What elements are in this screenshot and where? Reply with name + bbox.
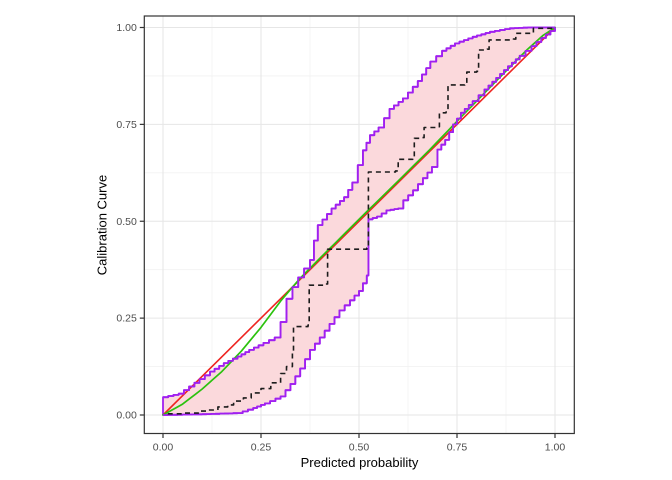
x-tick-label: 0.75 [447, 442, 468, 454]
y-tick-label: 0.25 [116, 313, 137, 325]
x-tick-label: 0.50 [349, 442, 370, 454]
confidence-band-upper-edge [163, 26, 555, 399]
y-tick-label: 0.00 [116, 410, 137, 422]
x-tick-label: 1.00 [545, 442, 566, 454]
y-axis-title: Calibration Curve [94, 174, 110, 276]
x-tick-label: 0.00 [153, 442, 174, 454]
y-tick-label: 0.75 [116, 119, 137, 131]
y-tick-label: 0.50 [116, 216, 137, 228]
ideal-line [162, 26, 556, 416]
x-tick-label: 0.25 [251, 442, 272, 454]
x-axis-title: Predicted probability [300, 455, 419, 470]
confidence-band-lower-edge [163, 27, 556, 416]
calibration-line [162, 26, 556, 416]
y-tick-label: 1.00 [116, 22, 137, 34]
observed-step-line [167, 27, 556, 415]
